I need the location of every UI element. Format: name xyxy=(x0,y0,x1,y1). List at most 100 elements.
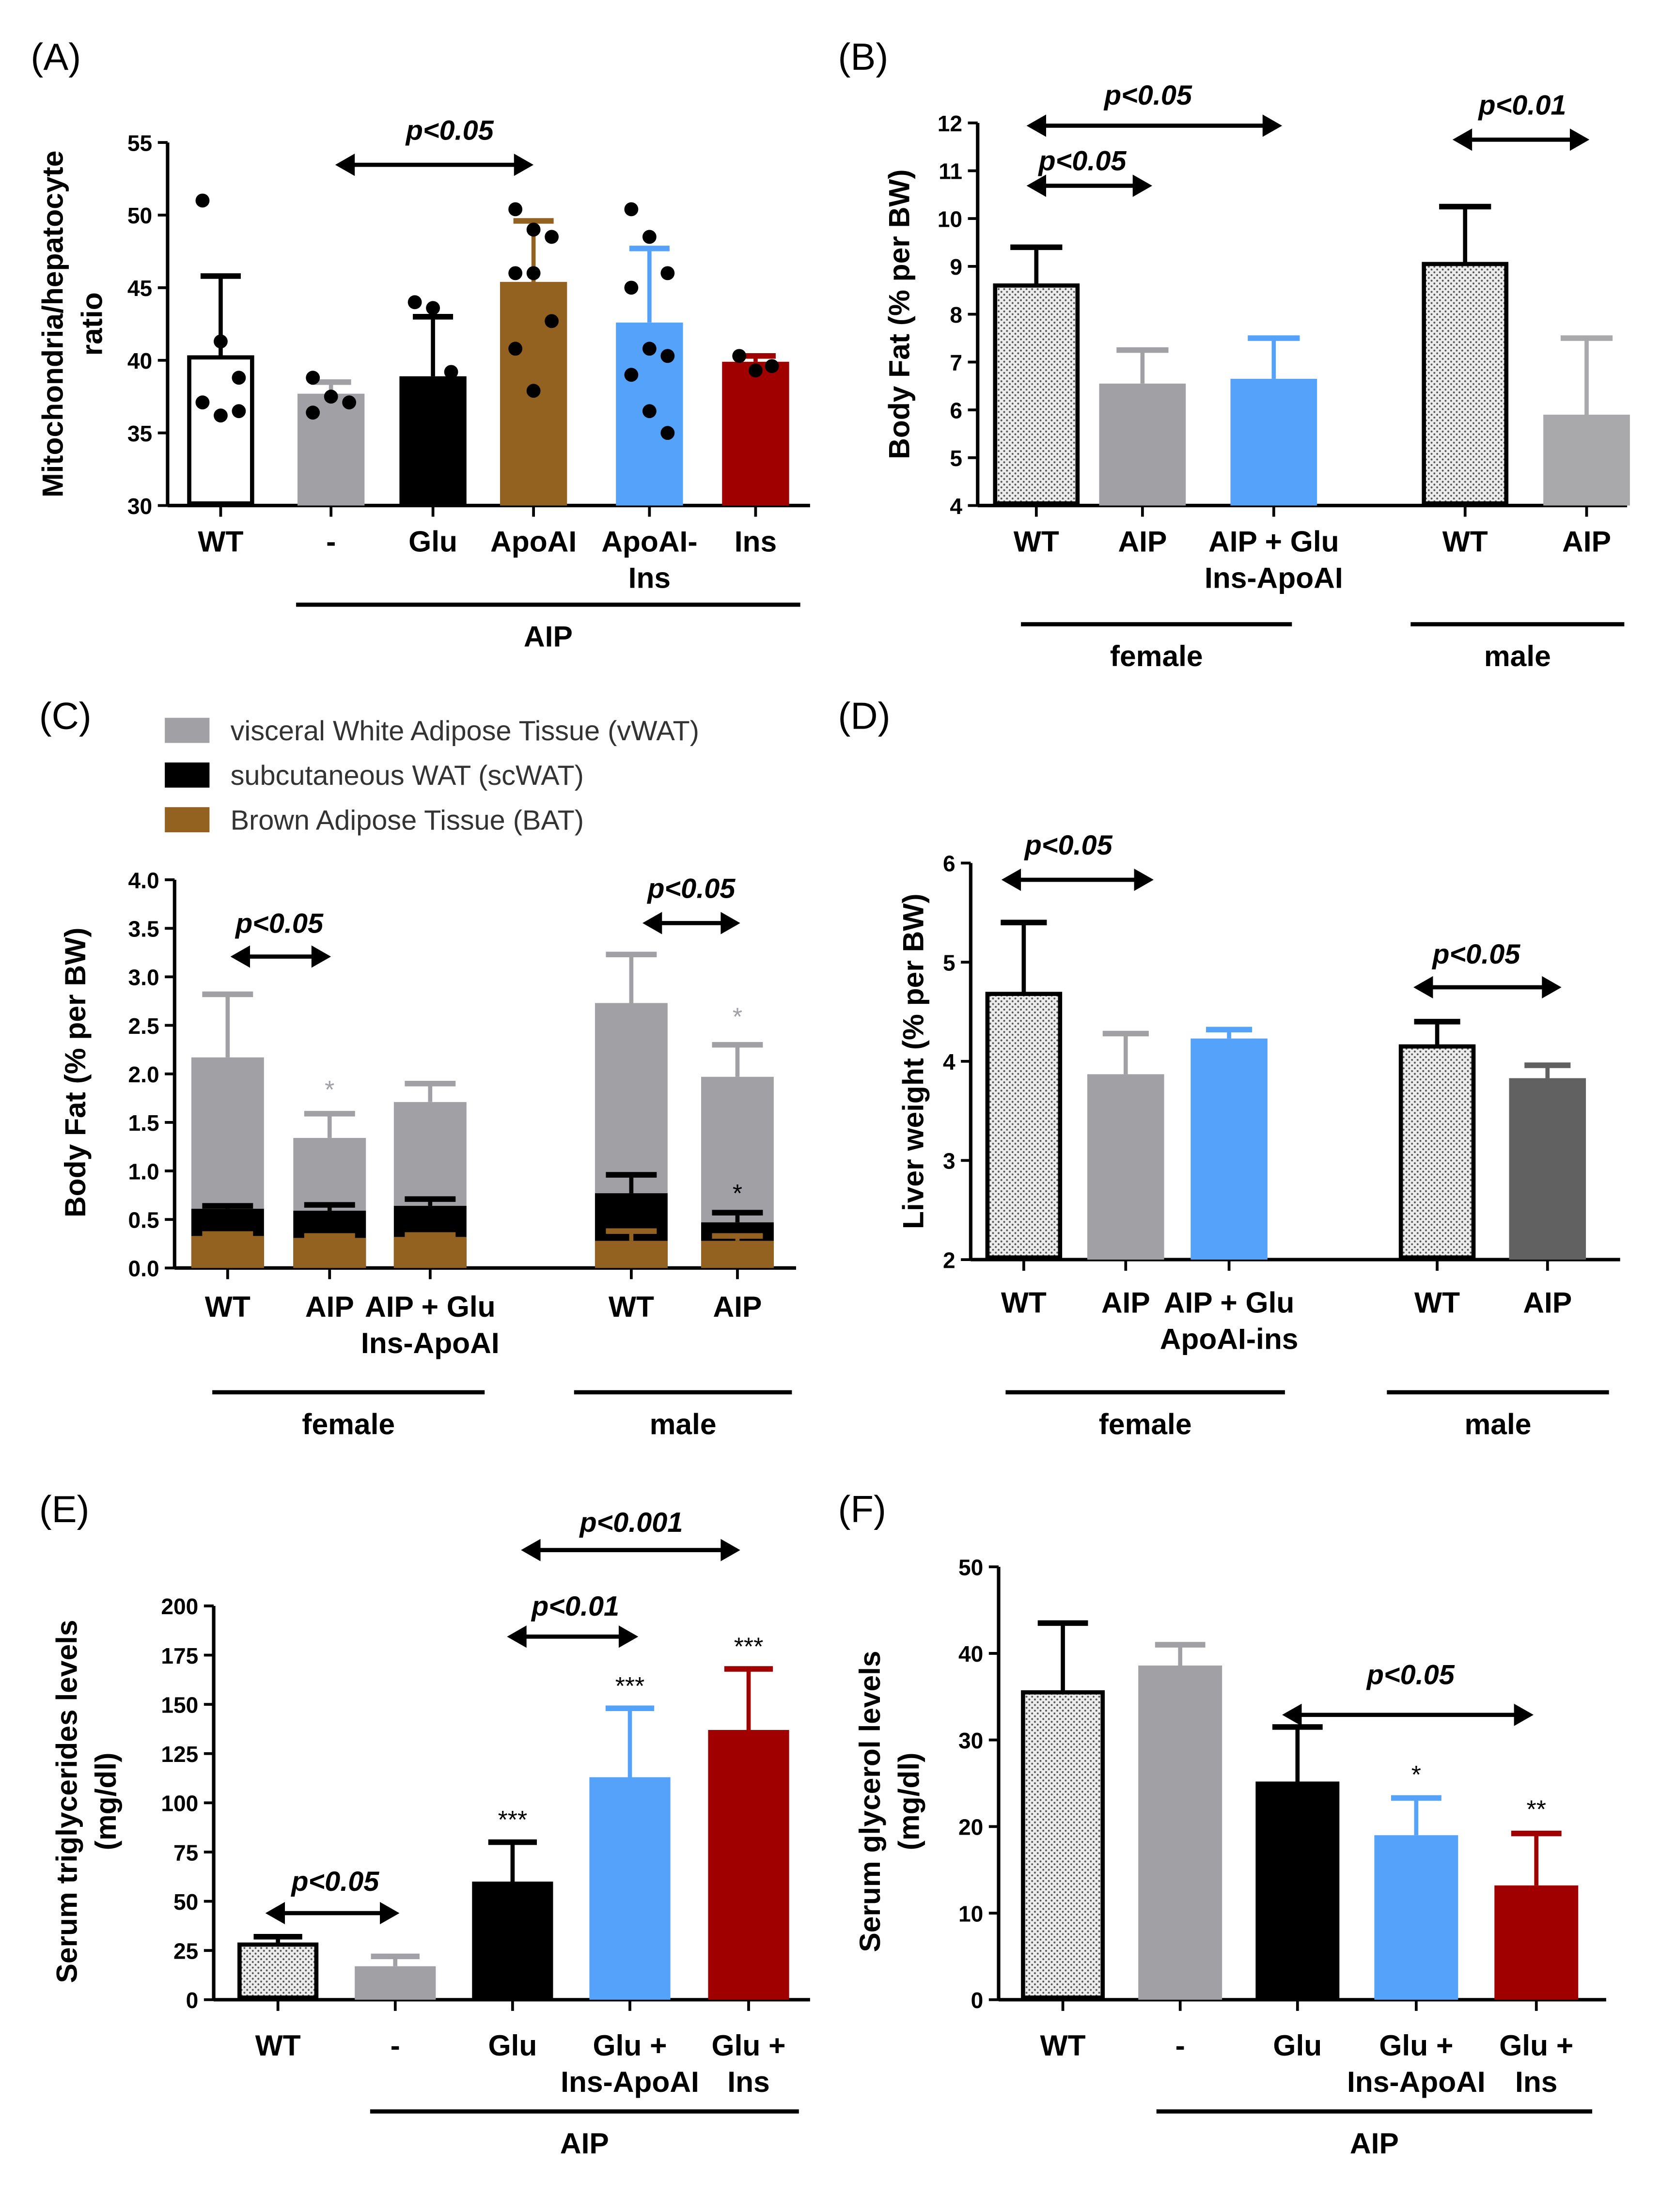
x-category-label: Ins xyxy=(628,561,671,594)
x-category-label: WT xyxy=(205,1290,251,1323)
x-category-label: WT xyxy=(1414,1286,1460,1319)
p-value-annotation: p<0.01 xyxy=(1477,90,1566,121)
arrow-head-right-icon xyxy=(1569,128,1590,151)
y-axis-label: Serum glycerol levels xyxy=(853,1651,886,1952)
data-point xyxy=(660,349,675,363)
significance-star: ** xyxy=(1527,1795,1546,1823)
p-value-annotation: p<0.05 xyxy=(405,115,494,146)
data-point xyxy=(660,426,675,440)
legend-label: subcutaneous WAT (scWAT) xyxy=(231,760,584,791)
p-value-annotation: p<0.05 xyxy=(235,908,324,939)
data-point xyxy=(624,368,639,382)
bar xyxy=(722,361,789,506)
x-category-label: Glu xyxy=(1273,2029,1322,2062)
y-tick-label: 12 xyxy=(938,111,962,136)
bar xyxy=(1255,1781,1340,2000)
bar xyxy=(1138,1665,1222,2000)
arrow-head-right-icon xyxy=(721,1539,740,1561)
data-point xyxy=(232,371,246,385)
y-axis-label: Mitochondria/hepatocyte xyxy=(36,151,69,498)
y-axis-label: Body Fat (% per BW) xyxy=(59,928,92,1217)
bar xyxy=(1422,262,1509,506)
y-axis-label: ratio xyxy=(75,292,108,356)
p-value-annotation: p<0.001 xyxy=(579,1507,683,1538)
arrow-head-right-icon xyxy=(311,945,331,968)
arrow-head-left-icon xyxy=(1413,976,1433,999)
panel-label: (F) xyxy=(838,1489,886,1530)
significance-star: *** xyxy=(498,1806,528,1834)
bar xyxy=(237,1942,319,2000)
y-axis-label: (mg/dl) xyxy=(893,1753,925,1851)
bar xyxy=(993,283,1080,506)
arrow-head-right-icon xyxy=(1132,174,1153,197)
y-tick-label: 25 xyxy=(173,1938,198,1963)
y-tick-label: 20 xyxy=(958,1815,983,1840)
x-category-label: Glu + xyxy=(1499,2029,1573,2062)
y-tick-label: 4.0 xyxy=(128,868,159,893)
x-category-label: WT xyxy=(255,2029,301,2062)
data-point xyxy=(306,371,320,385)
significance-star: * xyxy=(325,1075,334,1104)
data-point xyxy=(749,363,763,378)
x-category-label: WT xyxy=(609,1290,654,1323)
y-tick-label: 9 xyxy=(950,254,962,280)
bar xyxy=(1398,1044,1476,1260)
y-tick-label: 1.0 xyxy=(128,1159,159,1184)
data-point xyxy=(306,405,320,420)
x-category-label: - xyxy=(1175,2029,1185,2062)
bar xyxy=(1230,378,1317,506)
y-tick-label: 200 xyxy=(161,1594,198,1619)
data-point xyxy=(732,349,747,363)
significance-star: * xyxy=(733,1003,742,1031)
legend-swatch xyxy=(165,717,210,743)
legend-label: visceral White Adipose Tissue (vWAT) xyxy=(231,716,699,747)
y-tick-label: 175 xyxy=(161,1643,198,1668)
y-tick-label: 2.0 xyxy=(128,1062,159,1087)
data-point xyxy=(642,230,657,244)
panel-a: (A) Mitochondria/hepatocyte ratio 30 35 40 45 5… xyxy=(31,36,810,653)
x-category-label: Glu + xyxy=(593,2029,667,2062)
data-point xyxy=(660,266,675,280)
data-point xyxy=(214,408,228,423)
y-tick-label: 10 xyxy=(958,1901,983,1926)
x-category-label: AIP xyxy=(1523,1286,1572,1319)
panel-f: (F) Serum glycerol levels (mg/dl) 0 10 20 30 40… xyxy=(838,1489,1606,2160)
data-point xyxy=(545,230,559,244)
bar xyxy=(1087,1074,1164,1260)
data-point xyxy=(508,202,523,217)
x-category-label: Glu xyxy=(488,2029,537,2062)
data-point xyxy=(508,266,523,280)
y-tick-label: 3.0 xyxy=(128,965,159,990)
x-category-label: WT xyxy=(1040,2029,1086,2062)
significance-star: * xyxy=(1411,1760,1421,1789)
significance-star: *** xyxy=(734,1633,764,1661)
x-category-label: Glu + xyxy=(712,2029,786,2062)
group-label: male xyxy=(650,1407,717,1440)
y-tick-label: 1.5 xyxy=(128,1110,159,1136)
group-label: AIP xyxy=(524,620,573,653)
y-axis-label: Serum triglycerides levels xyxy=(50,1620,83,1983)
data-point xyxy=(407,295,422,310)
y-tick-label: 55 xyxy=(127,130,152,156)
data-point xyxy=(765,359,779,374)
arrow-head-right-icon xyxy=(1134,868,1154,891)
data-point xyxy=(642,404,657,419)
bar xyxy=(1494,1885,1579,2000)
y-tick-label: 0.5 xyxy=(128,1207,159,1232)
p-value-annotation: p<0.05 xyxy=(646,873,736,904)
x-category-label: WT xyxy=(1001,1286,1047,1319)
bar xyxy=(1021,1690,1105,2000)
y-tick-label: 5 xyxy=(943,950,955,975)
p-value-annotation: p<0.05 xyxy=(1431,939,1520,970)
x-category-label: Ins-ApoAI xyxy=(361,1326,500,1359)
p-value-annotation: p<0.05 xyxy=(1103,80,1192,111)
y-tick-label: 7 xyxy=(950,350,962,375)
data-point xyxy=(508,342,523,356)
bar xyxy=(1374,1835,1458,2000)
x-category-label: ApoAI- xyxy=(601,525,697,558)
arrow-head-right-icon xyxy=(1262,114,1283,137)
y-tick-label: 6 xyxy=(943,851,955,876)
panel-label: (D) xyxy=(838,696,891,737)
y-tick-label: 3.5 xyxy=(128,916,159,941)
data-point xyxy=(324,389,338,404)
